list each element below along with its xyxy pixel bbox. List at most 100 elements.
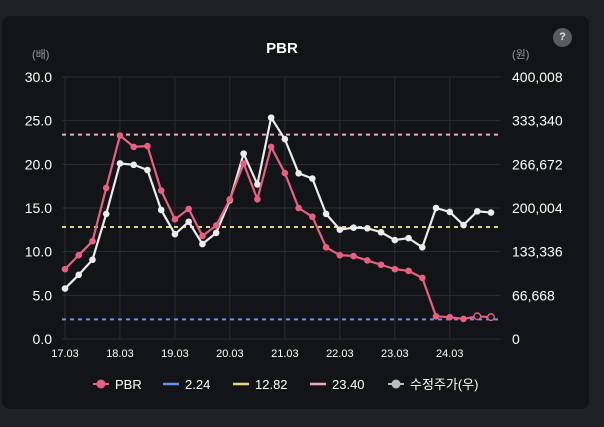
data-point [460,315,467,323]
x-tick-label: 24.03 [436,348,464,360]
x-tick-label: 17.03 [51,348,79,360]
legend-item-0[interactable]: PBR [93,377,142,392]
data-point [267,143,275,151]
data-point [473,207,481,215]
right-unit-label: (원) [512,48,529,61]
data-point [281,135,289,143]
left-tick-label: 15.0 [25,200,52,216]
data-point [240,150,247,157]
x-tick-label: 22.03 [326,348,354,360]
legend-swatch-dot [391,379,401,389]
data-point [116,132,124,139]
data-point [171,216,179,223]
data-point [473,312,482,321]
legend-item-2[interactable]: 12.82 [233,377,288,392]
data-point [322,244,330,251]
left-tick-label: 5.0 [33,287,53,303]
legend-label: 23.40 [332,377,365,392]
data-point [487,209,495,216]
data-point [432,204,440,212]
left-tick-label: 0.0 [33,331,53,347]
legend-label: 수정주가(우) [410,377,478,392]
legend-label: PBR [115,377,142,392]
data-point [336,226,344,233]
x-tick-label: 20.03 [216,348,244,360]
data-point [254,195,261,203]
data-point [322,210,330,218]
data-point [144,142,151,150]
help-icon[interactable]: ? [553,28,572,47]
data-point [226,195,234,203]
data-point [364,225,371,232]
data-point [185,218,192,226]
right-tick-label: 333,340 [512,113,563,129]
data-point [295,204,302,212]
data-point [89,237,96,245]
data-point [102,184,110,192]
right-tick-label: 133,336 [512,244,563,260]
left-tick-label: 25.0 [25,113,52,129]
x-tick-label: 23.03 [381,348,409,360]
data-point [350,224,357,231]
data-point [75,271,83,279]
data-point [130,161,138,169]
data-point [350,252,357,260]
data-point [212,229,220,237]
data-point [144,166,151,174]
data-point [460,221,467,229]
legend-label: 12.82 [255,377,288,392]
data-point [240,160,247,167]
legend-swatch-dot [96,379,106,389]
data-point [102,210,110,218]
data-point [185,205,192,213]
data-point [75,251,83,259]
data-point [157,187,165,194]
data-point [212,222,220,229]
left-tick-label: 10.0 [25,244,52,260]
data-point [267,114,275,121]
data-point [336,251,344,259]
data-point [116,160,124,167]
x-tick-label: 19.03 [161,348,189,360]
data-point [418,244,426,251]
data-point [418,274,426,282]
right-tick-label: 266,672 [512,156,563,172]
data-point [405,234,412,242]
chart-title: PBR [266,40,298,57]
right-tick-label: 66,668 [512,287,555,303]
data-point [199,232,206,240]
legend-item-1[interactable]: 2.24 [163,377,210,392]
data-point [130,143,138,151]
data-point [377,261,385,269]
data-point [309,213,316,221]
data-point [391,265,399,273]
right-tick-label: 0 [512,331,520,347]
data-point [295,169,302,177]
legend-item-4[interactable]: 수정주가(우) [388,377,478,392]
data-point [199,240,206,248]
data-point [446,208,454,216]
data-point [432,312,440,320]
data-point [157,206,165,214]
x-tick-label: 21.03 [271,348,299,360]
data-point [171,230,179,238]
data-point [254,181,261,188]
right-tick-label: 400,008 [512,69,563,85]
data-point [377,228,385,236]
data-point [364,257,371,264]
legend-label: 2.24 [185,377,210,392]
right-tick-label: 200,004 [512,200,563,216]
left-tick-label: 30.0 [25,69,52,85]
x-tick-label: 18.03 [106,348,134,360]
data-point [487,313,496,322]
data-point [61,265,69,273]
data-point [446,313,454,321]
data-point [281,169,289,177]
data-point [89,256,96,264]
left-unit-label: (배) [32,48,49,61]
data-point [309,175,316,182]
legend-item-3[interactable]: 23.40 [310,377,365,392]
data-point [405,267,412,275]
data-point [61,285,69,292]
